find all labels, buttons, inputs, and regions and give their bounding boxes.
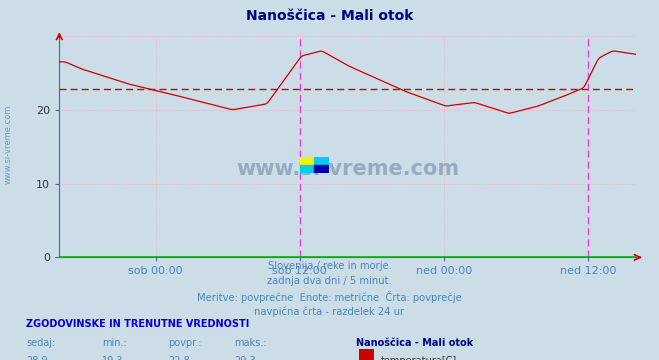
Text: navpična črta - razdelek 24 ur: navpična črta - razdelek 24 ur xyxy=(254,306,405,317)
Text: 19,3: 19,3 xyxy=(102,356,124,360)
Bar xyxy=(300,157,314,165)
Text: Meritve: povprečne  Enote: metrične  Črta: povprečje: Meritve: povprečne Enote: metrične Črta:… xyxy=(197,291,462,303)
Text: 28,9: 28,9 xyxy=(26,356,48,360)
Text: Slovenija / reke in morje.: Slovenija / reke in morje. xyxy=(268,261,391,271)
Text: Nanoščica - Mali otok: Nanoščica - Mali otok xyxy=(356,338,473,348)
Text: temperatura[C]: temperatura[C] xyxy=(381,356,457,360)
Text: 29,3: 29,3 xyxy=(234,356,256,360)
Text: ZGODOVINSKE IN TRENUTNE VREDNOSTI: ZGODOVINSKE IN TRENUTNE VREDNOSTI xyxy=(26,319,250,329)
Text: Nanoščica - Mali otok: Nanoščica - Mali otok xyxy=(246,9,413,23)
Text: 22,8: 22,8 xyxy=(168,356,190,360)
Text: zadnja dva dni / 5 minut.: zadnja dva dni / 5 minut. xyxy=(267,276,392,286)
Bar xyxy=(314,157,329,165)
Text: min.:: min.: xyxy=(102,338,127,348)
Text: www.si-vreme.com: www.si-vreme.com xyxy=(4,104,13,184)
Text: maks.:: maks.: xyxy=(234,338,266,348)
Text: www.si-vreme.com: www.si-vreme.com xyxy=(236,159,459,179)
Bar xyxy=(314,165,329,173)
Text: sedaj:: sedaj: xyxy=(26,338,55,348)
Bar xyxy=(300,165,314,173)
Text: povpr.:: povpr.: xyxy=(168,338,202,348)
